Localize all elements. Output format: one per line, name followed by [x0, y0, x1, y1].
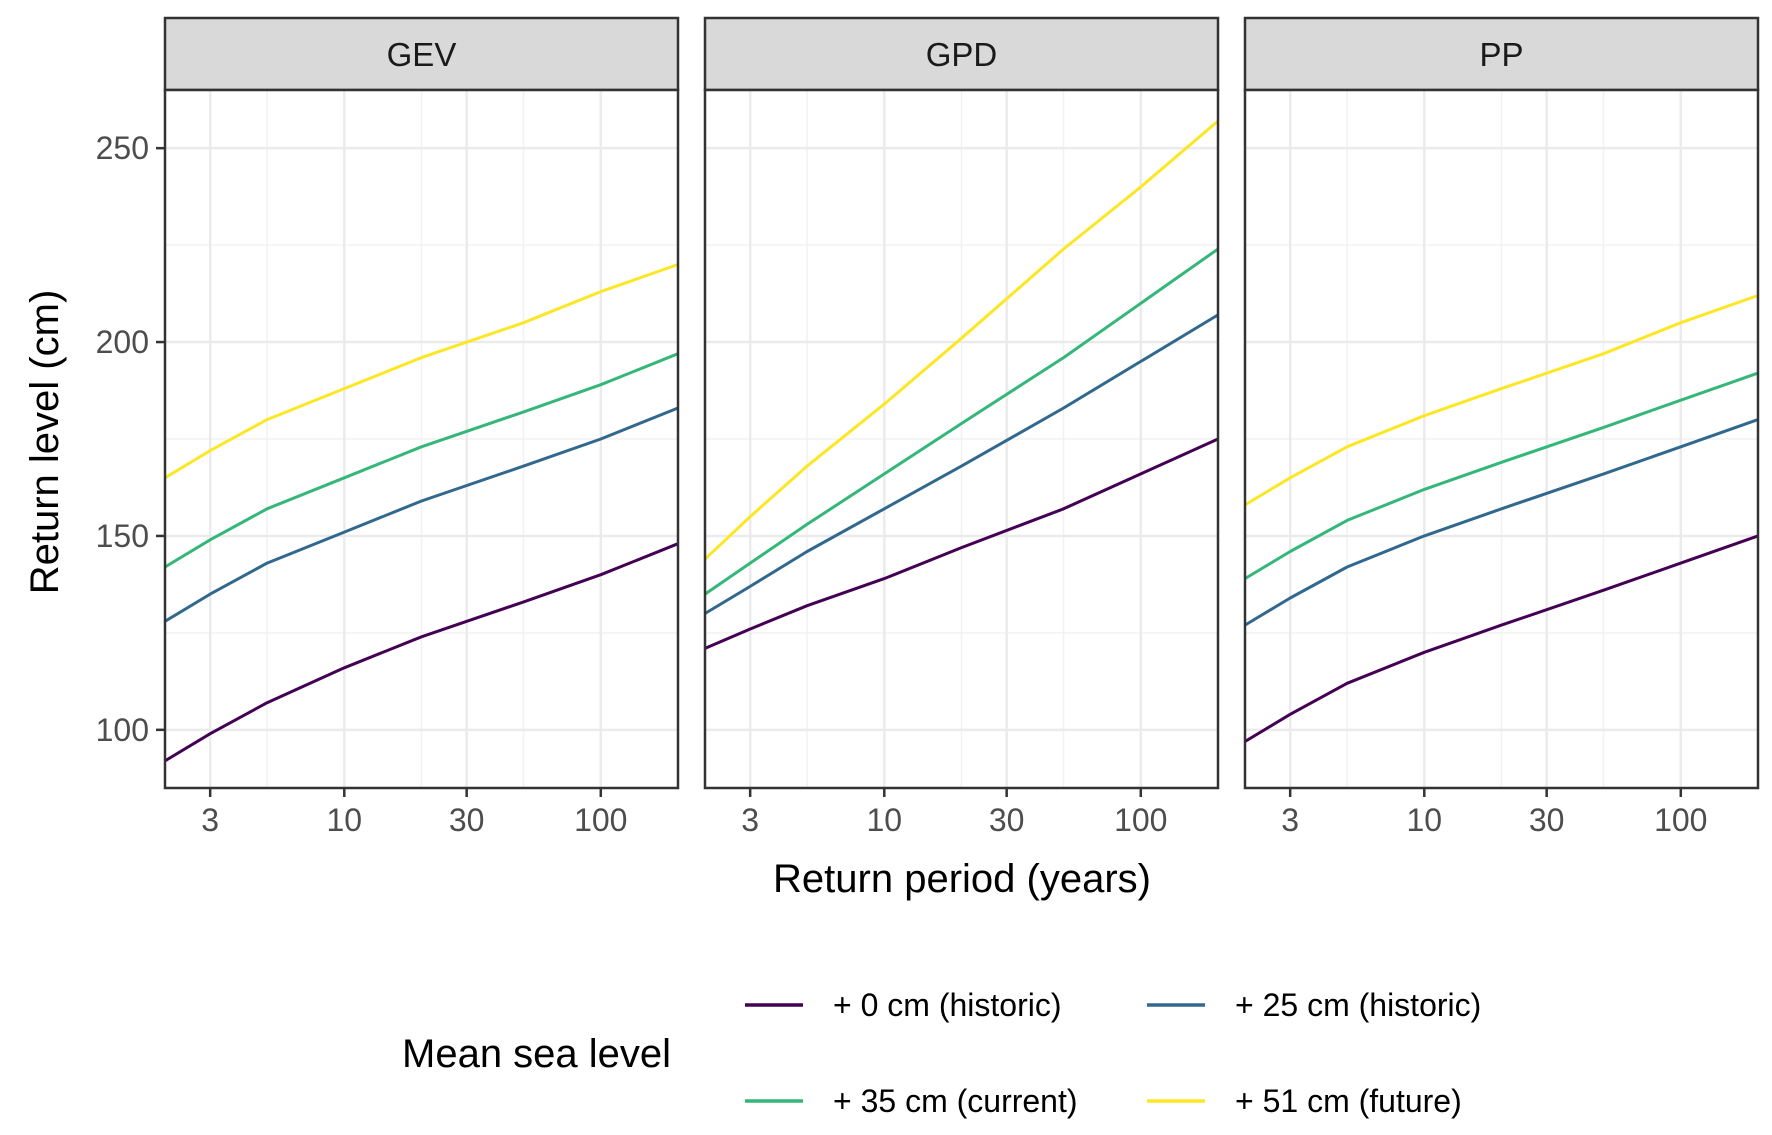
x-tick-label: 3 — [201, 802, 219, 838]
y-tick-label: 250 — [96, 130, 149, 166]
x-tick-label: 30 — [449, 802, 485, 838]
panel-border — [1243, 88, 1760, 790]
facet-strip-title: PP — [1479, 36, 1523, 73]
y-axis-title: Return level (cm) — [23, 290, 67, 595]
legend-item: + 35 cm (current) — [745, 1083, 1078, 1119]
y-tick-label: 150 — [96, 518, 149, 554]
facet-panel-gpd: GPD 3 10 30 100 — [703, 16, 1220, 838]
facet-panel-pp: PP 3 10 30 100 — [1243, 16, 1760, 838]
x-axis-title: Return period (years) — [773, 857, 1151, 901]
series-line-3 — [164, 352, 679, 569]
x-tick-label: 10 — [326, 802, 362, 838]
legend-item: + 25 cm (historic) — [1147, 987, 1481, 1023]
legend-item: + 51 cm (future) — [1147, 1083, 1462, 1119]
facet-strip — [1243, 16, 1760, 92]
x-tick-label: 100 — [1114, 802, 1167, 838]
series-line-1 — [164, 542, 679, 763]
series-line-1 — [1244, 534, 1759, 743]
x-tick-label: 3 — [741, 802, 759, 838]
x-tick-label: 100 — [574, 802, 627, 838]
series-line-4 — [1244, 294, 1759, 507]
x-tick-label: 3 — [1281, 802, 1299, 838]
panel-border — [703, 88, 1220, 790]
facet-panels: GEV 3 10 30 100 100 150 200 250 GPD 3 10 30 100 PP 3 10 3… — [96, 16, 1760, 838]
legend: Mean sea level + 0 cm (historic) + 25 cm (… — [402, 987, 1481, 1119]
x-tick-label: 10 — [866, 802, 902, 838]
series-line-4 — [703, 119, 1219, 561]
legend-label: + 51 cm (future) — [1235, 1083, 1462, 1119]
y-tick-label: 100 — [96, 712, 149, 748]
facet-strip-title: GEV — [387, 36, 457, 73]
x-tick-label: 30 — [1529, 802, 1565, 838]
x-tick-label: 100 — [1654, 802, 1707, 838]
legend-item: + 0 cm (historic) — [745, 987, 1061, 1023]
facet-panel-gev: GEV 3 10 30 100 100 150 200 250 — [96, 16, 680, 838]
series-line-2 — [1244, 418, 1759, 627]
legend-title: Mean sea level — [402, 1032, 671, 1076]
x-tick-label: 30 — [989, 802, 1025, 838]
series-line-1 — [704, 437, 1219, 650]
legend-label: + 35 cm (current) — [833, 1083, 1078, 1119]
series-line-2 — [164, 406, 679, 623]
series-line-4 — [164, 263, 679, 480]
series-line-2 — [704, 313, 1219, 615]
facet-strip-title: GPD — [926, 36, 998, 73]
panel-border — [163, 88, 680, 790]
facet-strip — [163, 16, 680, 92]
series-line-3 — [1244, 371, 1759, 580]
series-line-3 — [704, 247, 1219, 596]
x-tick-label: 10 — [1406, 802, 1442, 838]
y-tick-label: 200 — [96, 324, 149, 360]
legend-label: + 0 cm (historic) — [833, 987, 1061, 1023]
legend-label: + 25 cm (historic) — [1235, 987, 1481, 1023]
